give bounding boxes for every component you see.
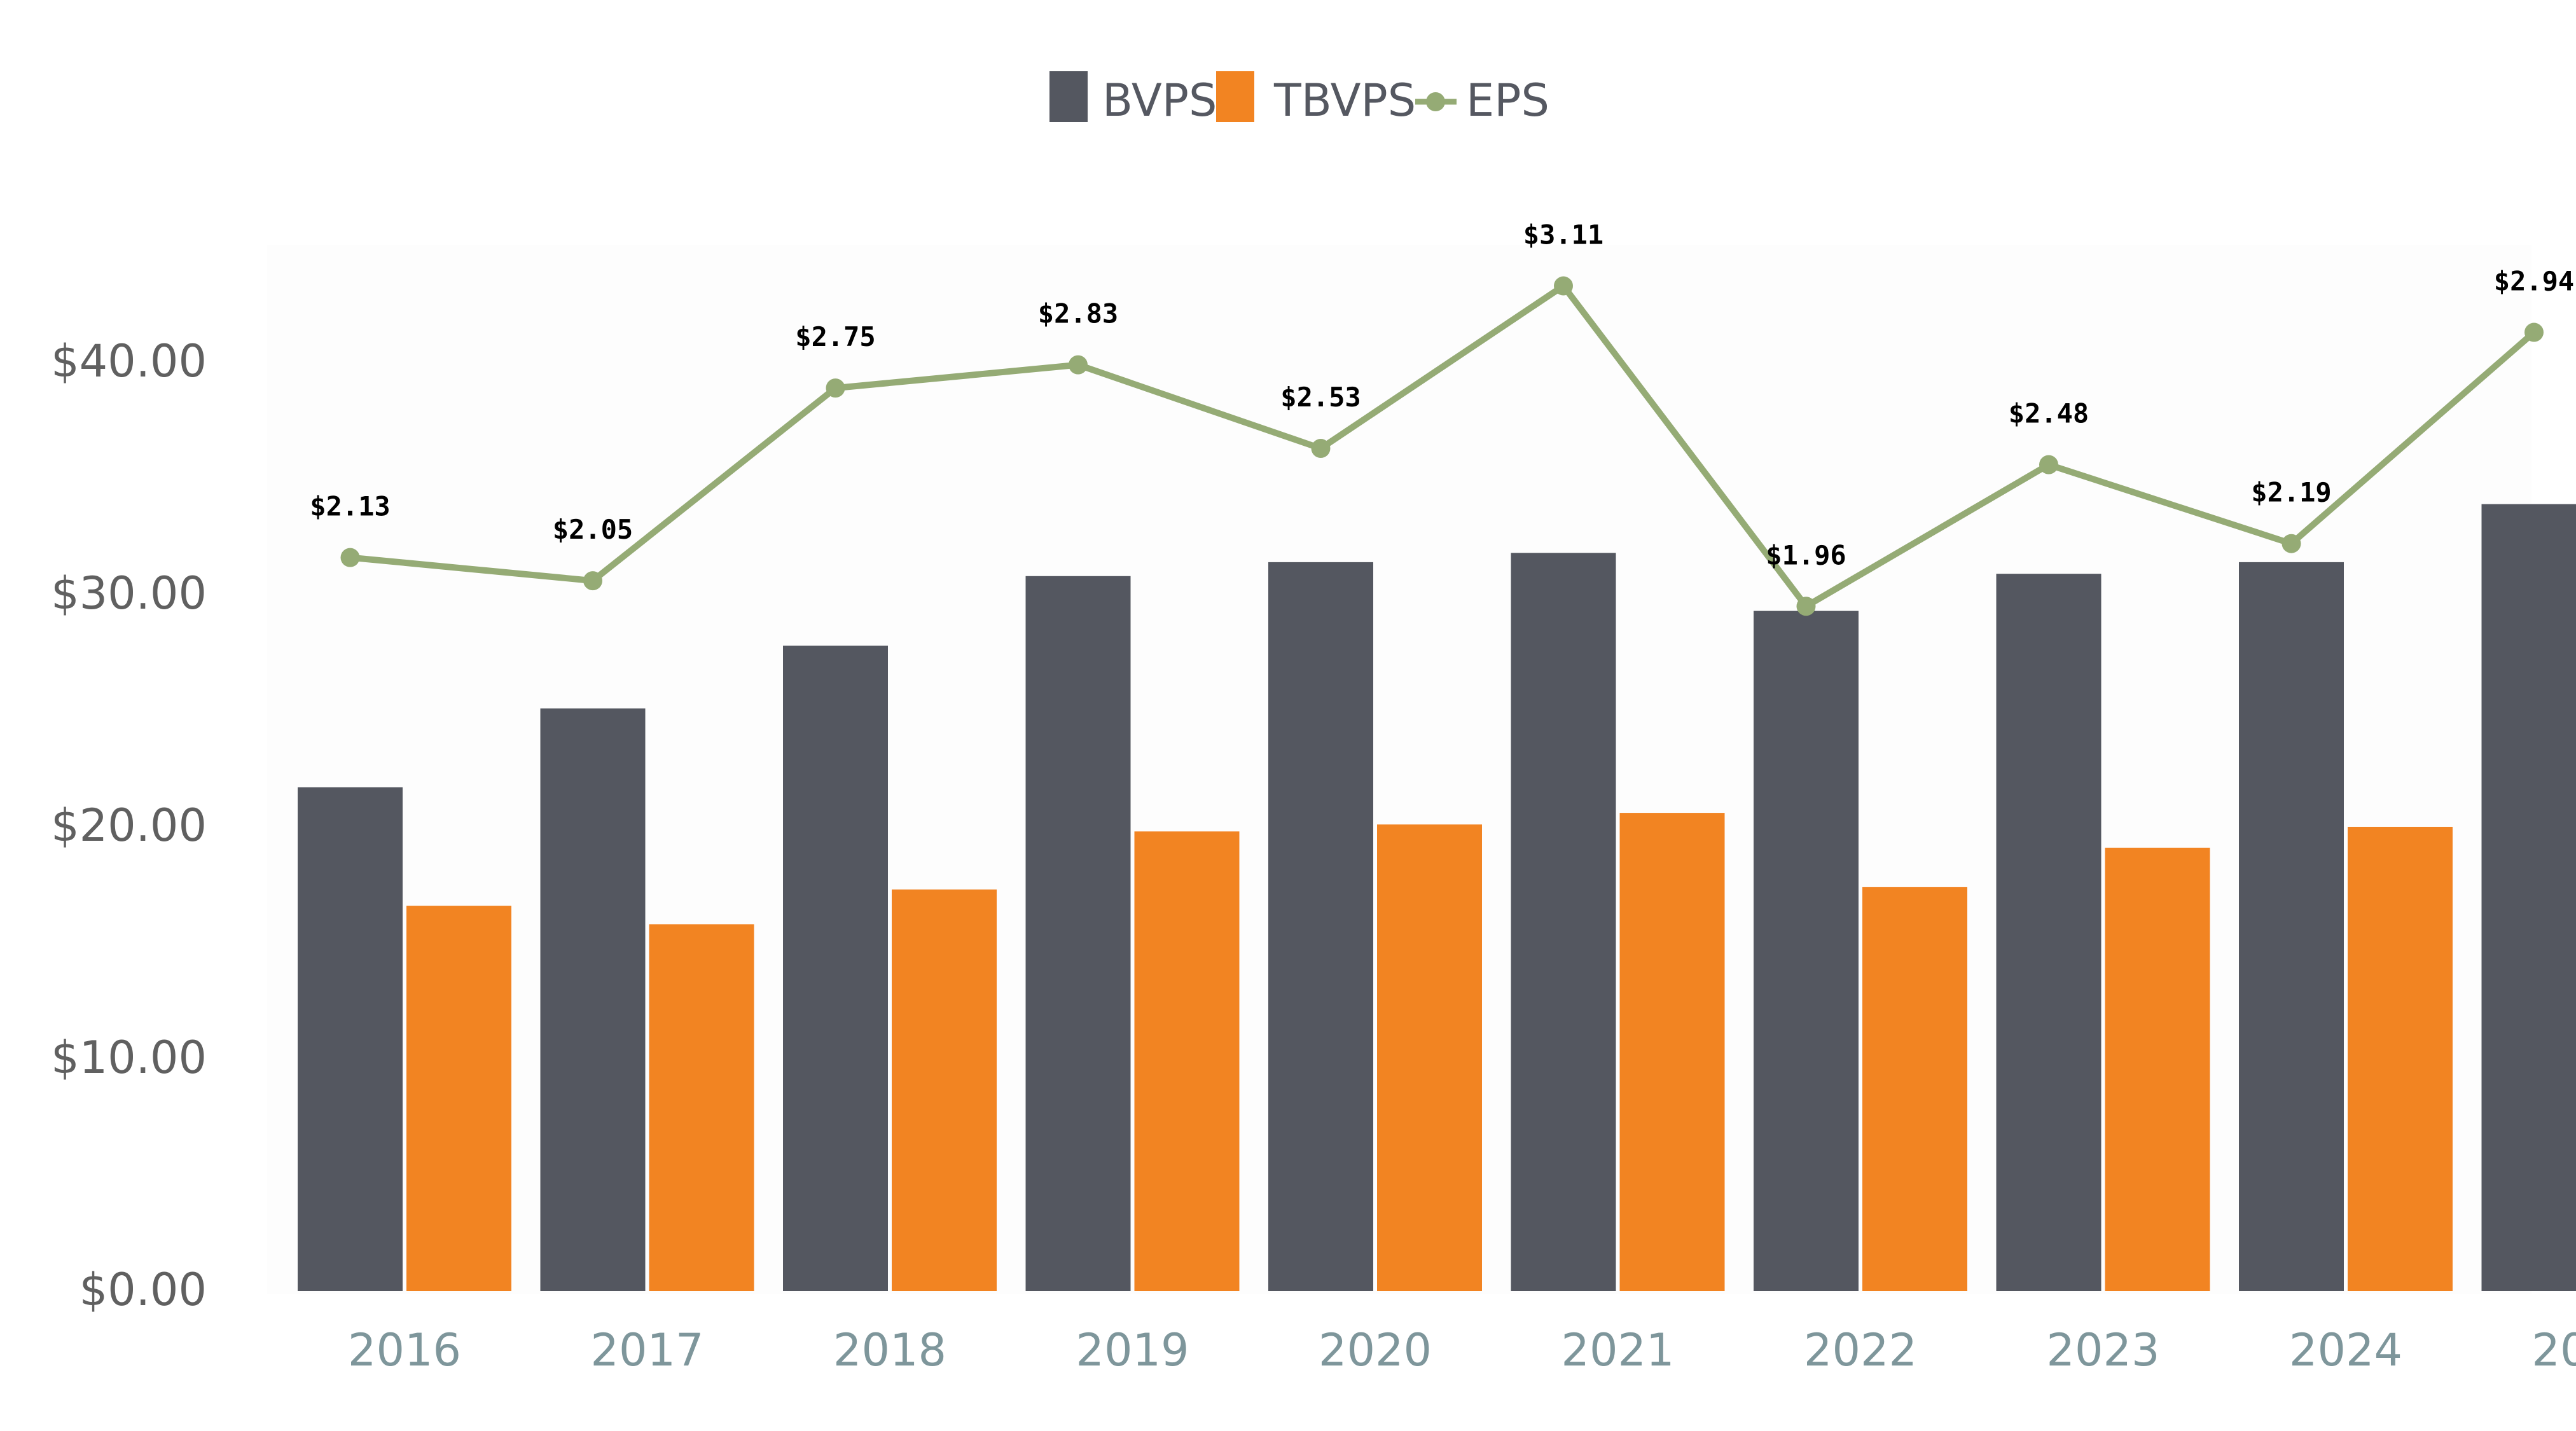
x-tick-label: 2017	[590, 1324, 703, 1376]
y-tick-label: $40.00	[51, 335, 207, 387]
x-tick-label: 2022	[1804, 1324, 1917, 1376]
legend-swatch-tbvps	[1216, 71, 1254, 122]
bvps-bar	[2239, 562, 2344, 1291]
y-axis: $0.00 $10.00 $20.00 $30.00 $40.00	[51, 335, 207, 1316]
eps-markers	[340, 276, 2544, 616]
eps-data-label: $2.53	[1280, 382, 1361, 413]
x-tick-label: 2018	[833, 1324, 946, 1376]
eps-series: $2.13 $2.05 $2.75 $2.83 $2.53 $3.11 $1.9…	[310, 219, 2574, 616]
eps-data-label: $2.94	[2494, 266, 2574, 297]
tbvps-bar	[406, 906, 511, 1291]
bvps-bar	[1025, 576, 1131, 1291]
legend-label-tbvps: TBVPS	[1273, 74, 1416, 127]
tbvps-bar	[2105, 847, 2210, 1291]
tbvps-bar	[1619, 813, 1725, 1291]
bvps-bar	[1268, 562, 1373, 1291]
tbvps-bar	[1377, 824, 1482, 1291]
legend: BVPS TBVPS EPS	[1049, 71, 1549, 127]
eps-marker	[2039, 455, 2058, 474]
y-tick-label: $0.00	[80, 1264, 207, 1316]
tbvps-series	[406, 813, 2453, 1291]
eps-data-labels: $2.13 $2.05 $2.75 $2.83 $2.53 $3.11 $1.9…	[310, 219, 2574, 571]
eps-marker	[583, 571, 602, 591]
x-tick-label: 2020	[1319, 1324, 1432, 1376]
eps-marker	[1554, 276, 1573, 296]
eps-marker	[1069, 355, 1088, 375]
legend-label-bvps: BVPS	[1102, 74, 1217, 127]
bvps-bar	[540, 708, 646, 1291]
x-tick-label: 2019	[1076, 1324, 1189, 1376]
eps-data-label: $2.13	[310, 491, 390, 522]
tbvps-bar	[2348, 827, 2453, 1291]
bvps-bar	[1754, 611, 1859, 1291]
tbvps-bar	[649, 924, 754, 1291]
bvps-bar	[1996, 574, 2102, 1291]
x-tick-label: 2021	[1561, 1324, 1674, 1376]
y-tick-label: $10.00	[51, 1032, 207, 1084]
bvps-bar	[2481, 504, 2576, 1291]
eps-data-label: $2.05	[553, 514, 633, 545]
y-tick-label: $20.00	[51, 799, 207, 852]
tbvps-bar	[1862, 887, 1967, 1291]
eps-marker	[340, 548, 360, 567]
eps-data-label: $2.48	[2009, 398, 2089, 429]
legend-label-eps: EPS	[1466, 74, 1549, 127]
tbvps-bar	[1134, 831, 1240, 1291]
bvps-bar	[298, 787, 403, 1291]
x-tick-label: 2024	[2289, 1324, 2402, 1376]
bvps-bar	[1511, 553, 1616, 1291]
eps-data-label: $2.19	[2251, 477, 2331, 508]
tbvps-bar	[892, 889, 997, 1291]
x-tick-label: 2023	[2046, 1324, 2159, 1376]
y-tick-label: $30.00	[51, 567, 207, 619]
x-tick-label: 2025	[2531, 1324, 2576, 1376]
eps-marker	[1796, 597, 1816, 616]
eps-line	[350, 282, 2537, 610]
legend-swatch-bvps	[1049, 71, 1088, 122]
legend-swatch-eps-marker	[1426, 92, 1445, 111]
eps-marker	[2282, 534, 2301, 553]
x-axis: 2016 2017 2018 2019 2020 2021 2022 2023 …	[348, 1324, 2576, 1376]
bvps-series	[298, 504, 2576, 1291]
eps-marker	[2524, 322, 2544, 342]
eps-data-label: $2.75	[795, 321, 875, 352]
eps-marker	[1311, 439, 1331, 459]
eps-data-label: $2.83	[1038, 298, 1118, 329]
x-tick-label: 2016	[348, 1324, 461, 1376]
eps-data-label: $1.96	[1766, 539, 1846, 570]
bvps-bar	[783, 646, 888, 1291]
eps-data-label: $3.11	[1523, 219, 1603, 251]
eps-marker	[826, 378, 845, 398]
